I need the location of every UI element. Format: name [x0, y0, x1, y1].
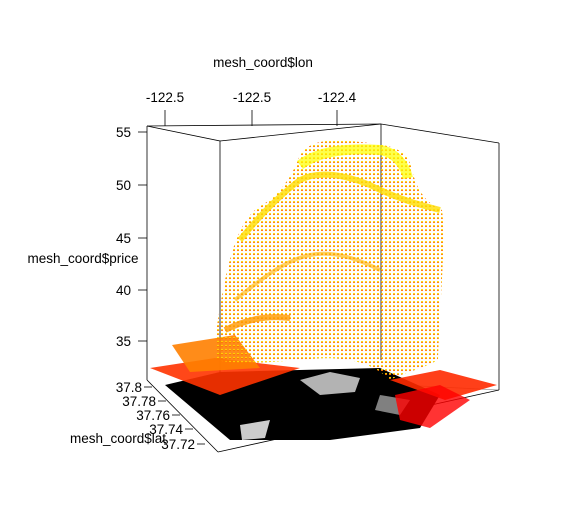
- y-tick-label: 37.72: [161, 437, 195, 452]
- x-axis: -122.5 -122.5 -122.4: [146, 90, 357, 126]
- z-tick-label: 40: [116, 283, 131, 298]
- z-tick-label: 45: [116, 231, 131, 246]
- y-axis-label: mesh_coord$lat: [70, 431, 166, 446]
- x-tick-label: -122.5: [146, 90, 184, 105]
- z-axis-label: mesh_coord$price: [27, 251, 138, 266]
- y-tick-label: 37.8: [116, 380, 142, 395]
- x-tick-label: -122.5: [233, 90, 271, 105]
- z-tick-label: 35: [116, 334, 131, 349]
- y-tick-label: 37.74: [149, 422, 183, 437]
- z-tick-label: 50: [116, 178, 131, 193]
- y-tick-label: 37.78: [122, 394, 156, 409]
- z-tick-label: 55: [116, 125, 131, 140]
- x-tick-label: -122.4: [318, 90, 357, 105]
- z-axis: 55 50 45 40 35: [116, 125, 147, 349]
- y-tick-label: 37.76: [136, 408, 170, 423]
- x-axis-label: mesh_coord$lon: [213, 55, 313, 70]
- price-surface: [150, 140, 497, 428]
